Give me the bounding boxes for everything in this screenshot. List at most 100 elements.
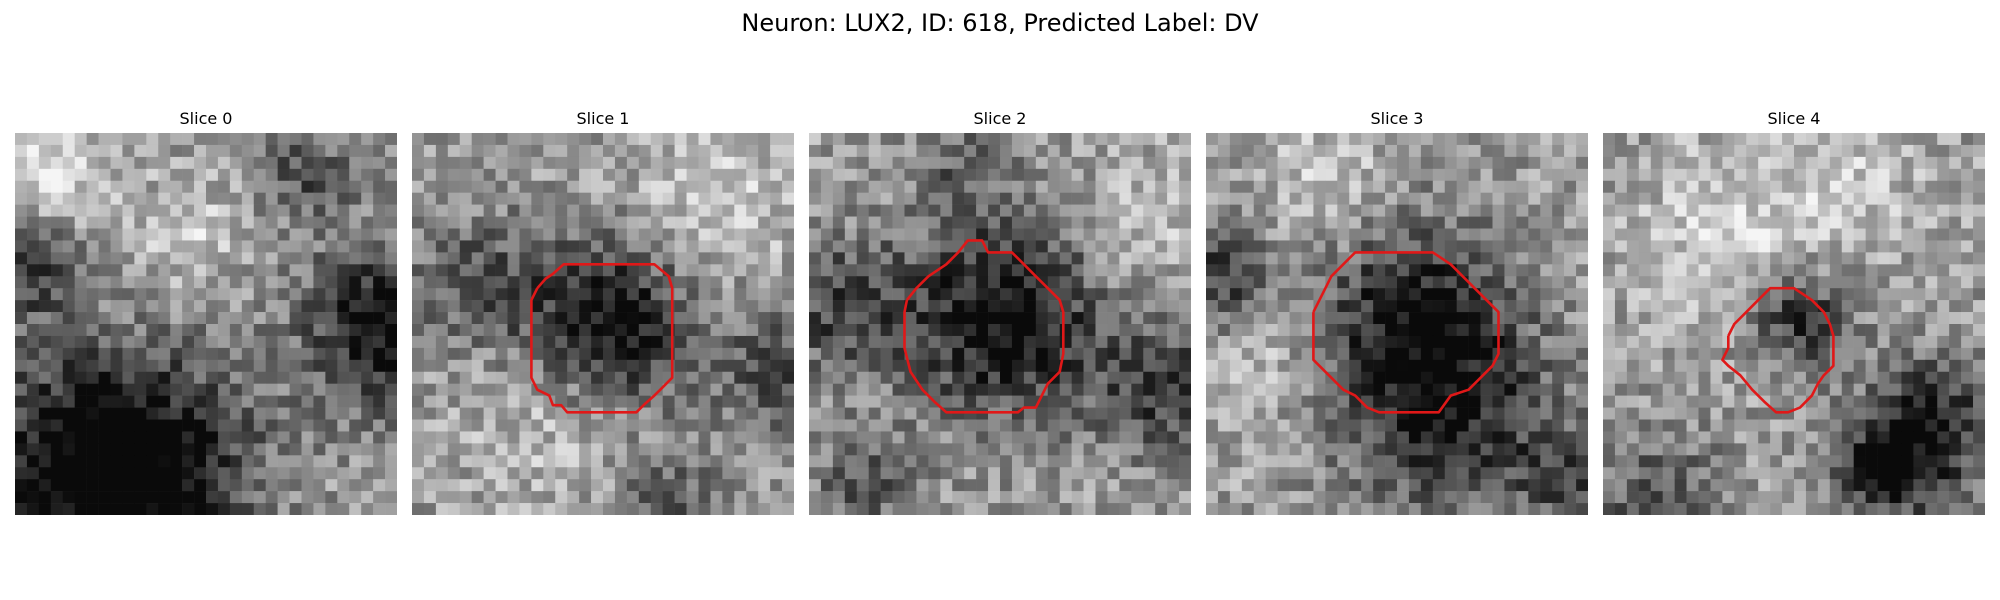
pixel-cell — [1770, 443, 1783, 456]
pixel-cell — [638, 252, 652, 265]
pixel-cell — [110, 371, 123, 384]
pixel-cell — [471, 347, 484, 361]
pixel-cell — [1650, 359, 1663, 373]
pixel-cell — [844, 419, 858, 432]
pixel-cell — [1083, 144, 1096, 158]
pixel-cell — [722, 300, 735, 313]
pixel-cell — [698, 276, 711, 289]
pixel-cell — [1817, 419, 1831, 432]
pixel-cell — [110, 419, 123, 432]
pixel-cell — [722, 264, 735, 277]
pixel-cell — [1206, 467, 1219, 480]
pixel-cell — [1937, 204, 1950, 217]
pixel-cell — [1456, 395, 1469, 408]
pixel-cell — [1119, 192, 1132, 205]
pixel-cell — [1217, 252, 1231, 265]
pixel-cell — [1289, 228, 1302, 241]
pixel-cell — [1722, 407, 1735, 420]
pixel-cell — [1167, 228, 1180, 241]
pixel-cell — [507, 228, 520, 241]
pixel-cell — [62, 180, 75, 193]
pixel-cell — [820, 312, 834, 325]
pixel-cell — [1504, 300, 1517, 313]
pixel-cell — [1385, 491, 1398, 504]
pixel-cell — [1000, 479, 1013, 492]
pixel-cell — [674, 216, 687, 229]
pixel-cell — [1241, 383, 1255, 396]
pixel-cell — [1698, 144, 1711, 158]
pixel-cell — [650, 347, 663, 361]
pixel-cell — [15, 431, 28, 444]
pixel-cell — [1937, 133, 1950, 146]
pixel-cell — [1408, 180, 1422, 193]
pixel-cell — [313, 407, 326, 420]
pixel-cell — [412, 228, 425, 241]
pixel-cell — [650, 443, 663, 456]
pixel-cell — [1877, 156, 1890, 170]
pixel-cell — [686, 467, 699, 480]
pixel-cell — [277, 347, 290, 361]
pixel-cell — [1504, 347, 1517, 361]
pixel-cell — [650, 276, 663, 289]
pixel-cell — [904, 264, 917, 277]
pixel-cell — [241, 455, 255, 468]
pixel-cell — [385, 276, 397, 289]
pixel-cell — [206, 204, 219, 217]
pixel-cell — [435, 479, 449, 492]
pixel-cell — [1373, 264, 1386, 277]
pixel-cell — [1865, 383, 1878, 396]
pixel-cell — [662, 419, 675, 432]
pixel-cell — [856, 252, 869, 265]
pixel-cell — [1504, 288, 1517, 301]
pixel-cell — [86, 491, 99, 504]
pixel-cell — [710, 264, 723, 277]
pixel-cell — [110, 133, 123, 146]
pixel-cell — [1782, 180, 1795, 193]
pixel-cell — [686, 288, 699, 301]
pixel-cell — [531, 491, 544, 504]
slice-image — [809, 133, 1191, 515]
pixel-cell — [1456, 479, 1469, 492]
pixel-cell — [868, 395, 881, 408]
pixel-cell — [1289, 347, 1302, 361]
pixel-cell — [1913, 443, 1926, 456]
pixel-cell — [1794, 347, 1807, 361]
pixel-cell — [459, 288, 472, 301]
pixel-cell — [1408, 479, 1422, 492]
pixel-cell — [1000, 216, 1013, 229]
pixel-cell — [1576, 240, 1588, 253]
pixel-cell — [698, 228, 711, 241]
pixel-cell — [1552, 324, 1565, 337]
pixel-cell — [626, 347, 640, 361]
pixel-cell — [1540, 264, 1553, 277]
pixel-cell — [1107, 335, 1120, 349]
pixel-cell — [1349, 192, 1362, 205]
pixel-cell — [1829, 300, 1843, 313]
pixel-cell — [471, 503, 484, 515]
pixel-cell — [1444, 467, 1457, 480]
pixel-cell — [1603, 395, 1616, 408]
pixel-cell — [1206, 359, 1219, 373]
pixel-cell — [710, 168, 723, 182]
pixel-cell — [158, 204, 171, 217]
pixel-cell — [15, 156, 28, 170]
pixel-cell — [1385, 395, 1398, 408]
pixel-cell — [1829, 228, 1843, 241]
pixel-cell — [1853, 335, 1866, 349]
pixel-cell — [1516, 407, 1529, 420]
pixel-cell — [820, 300, 834, 313]
pixel-cell — [916, 335, 929, 349]
pixel-cell — [15, 288, 28, 301]
pixel-cell — [206, 240, 219, 253]
pixel-cell — [74, 144, 87, 158]
pixel-cell — [1638, 443, 1652, 456]
pixel-cell — [1456, 180, 1469, 193]
pixel-cell — [820, 335, 834, 349]
pixel-cell — [614, 431, 628, 444]
pixel-cell — [229, 503, 243, 515]
pixel-cell — [146, 300, 159, 313]
pixel-cell — [182, 335, 195, 349]
pixel-cell — [1638, 431, 1652, 444]
pixel-cell — [1540, 479, 1553, 492]
pixel-cell — [86, 192, 99, 205]
